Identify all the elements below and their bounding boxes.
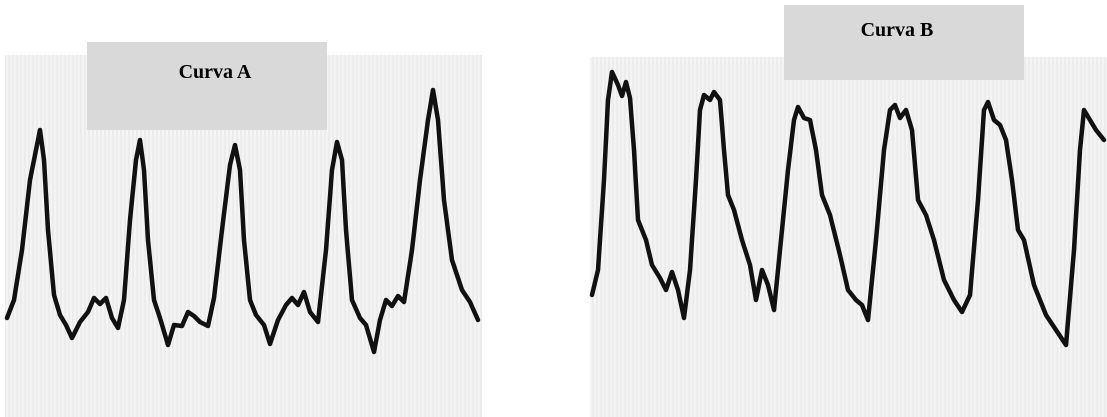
figure: Curva A Curva B [0,0,1107,417]
panel-a-label: Curva A [179,61,252,83]
label-box-a [87,42,327,130]
label-box-b [784,5,1024,80]
panel-b-label: Curva B [861,19,934,41]
panel-b-screen [590,57,1107,417]
page: Curva A Curva B [0,0,1107,417]
